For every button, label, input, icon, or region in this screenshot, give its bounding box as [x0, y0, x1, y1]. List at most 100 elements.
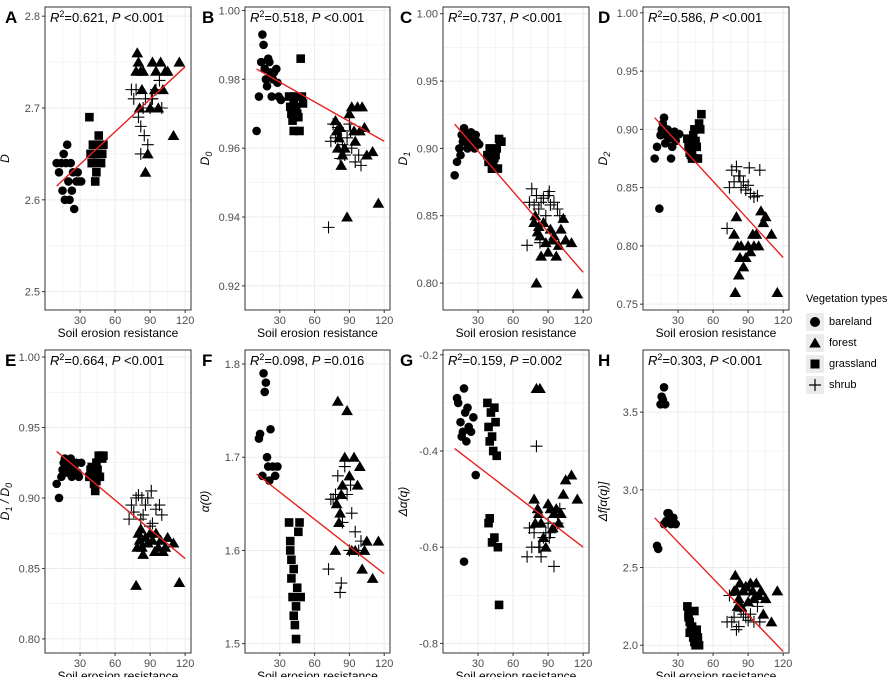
regression-line	[454, 448, 584, 548]
data-point-forest	[552, 517, 565, 528]
x-axis-label: Soil erosion resistance	[456, 326, 577, 340]
data-point-grassland	[97, 149, 107, 159]
data-point-shrub	[345, 142, 358, 155]
data-point-shrub	[523, 196, 536, 209]
data-point-forest	[534, 230, 546, 241]
data-point-forest	[161, 65, 174, 76]
data-point-forest	[335, 488, 348, 499]
data-point-bareland	[62, 140, 72, 150]
series-bareland	[252, 30, 286, 136]
data-point-forest	[150, 65, 162, 76]
data-point-forest	[730, 211, 743, 222]
data-point-shrub	[329, 131, 342, 144]
legend-item-forest: forest	[806, 332, 892, 353]
y-axis-label: D1	[396, 152, 412, 166]
data-point-bareland	[73, 167, 83, 177]
data-point-shrub	[742, 179, 755, 192]
data-point-bareland	[471, 470, 481, 480]
stat-annotation: R2=0.737, P <0.001	[448, 9, 562, 25]
data-point-grassland	[295, 518, 304, 527]
stat-annotation: R2=0.621, P <0.001	[50, 9, 164, 25]
panel-border	[44, 349, 192, 654]
data-point-grassland	[687, 622, 697, 631]
y-tick-label: 2.8	[25, 11, 40, 23]
panel-border	[442, 349, 590, 654]
data-point-grassland	[99, 451, 108, 460]
data-point-grassland	[294, 112, 303, 122]
regression-line	[56, 66, 186, 187]
data-point-grassland	[685, 628, 695, 638]
data-point-forest	[161, 531, 174, 542]
data-point-shrub	[732, 620, 745, 633]
x-tick-label: 30	[74, 658, 86, 670]
data-point-shrub	[146, 517, 159, 530]
y-tick-label: 0.95	[617, 66, 638, 78]
y-tick-label: 0.85	[617, 183, 638, 195]
data-point-forest	[173, 576, 186, 588]
x-tick-label: 60	[109, 658, 121, 670]
y-tick-label: 0.92	[219, 281, 240, 293]
data-point-shrub	[345, 507, 358, 520]
data-point-bareland	[262, 81, 272, 91]
data-point-bareland	[258, 30, 267, 39]
data-point-grassland	[295, 126, 304, 136]
y-axis-label: D	[0, 154, 12, 163]
data-point-forest	[131, 47, 144, 58]
series-shrub	[123, 484, 168, 533]
data-point-forest	[565, 469, 578, 480]
x-tick-label: 120	[574, 658, 592, 670]
series-bareland	[52, 140, 86, 214]
data-point-bareland	[76, 177, 86, 186]
data-point-grassland	[289, 95, 299, 105]
data-point-forest	[752, 240, 765, 251]
y-tick-label: 0.80	[19, 634, 40, 646]
data-point-forest	[737, 261, 750, 272]
data-point-shrub	[155, 102, 168, 114]
data-point-forest	[338, 451, 351, 462]
y-tick-label: 2.6	[25, 195, 40, 207]
data-point-forest	[329, 115, 342, 126]
data-point-grassland	[291, 602, 301, 611]
x-axis-label: Soil erosion resistance	[257, 326, 378, 340]
data-point-grassland	[296, 54, 305, 63]
y-tick-label: 0.85	[417, 211, 438, 223]
data-point-shrub	[341, 488, 354, 501]
x-tick-label: 60	[109, 315, 121, 327]
panel-label: H	[598, 351, 610, 370]
data-point-grassland	[695, 125, 705, 134]
data-point-shrub	[329, 488, 342, 501]
data-point-shrub	[743, 584, 756, 597]
x-tick-label: 90	[343, 658, 355, 670]
data-point-forest	[157, 84, 169, 95]
x-axis-label: Soil erosion resistance	[456, 669, 577, 677]
data-point-shrub	[134, 147, 147, 160]
data-point-forest	[771, 286, 784, 297]
data-point-forest	[141, 537, 154, 548]
data-point-forest	[137, 65, 149, 76]
y-tick-label: 1.00	[19, 352, 40, 364]
data-point-forest	[528, 493, 540, 504]
data-point-forest	[759, 211, 772, 222]
data-point-grassland	[291, 634, 301, 644]
data-point-bareland	[471, 130, 481, 140]
data-point-bareland	[65, 195, 74, 205]
chart-panel-d: 30 60 90 120 0.75 0.80 0.85 0.90 0.95 1.00 Soil er…	[596, 6, 792, 340]
data-point-grassland	[690, 154, 699, 163]
data-point-grassland	[285, 536, 295, 546]
data-point-shrub	[553, 502, 566, 515]
data-point-forest	[141, 148, 154, 159]
data-point-bareland	[659, 113, 669, 123]
data-point-shrub	[335, 577, 348, 590]
data-point-forest	[728, 228, 740, 239]
data-point-forest	[530, 277, 543, 288]
data-point-shrub	[341, 131, 354, 144]
data-point-grassland	[485, 437, 495, 446]
data-point-shrub	[123, 513, 136, 526]
data-point-forest	[150, 527, 162, 538]
series-bareland	[254, 369, 282, 485]
data-point-bareland	[259, 369, 268, 378]
data-point-bareland	[255, 429, 265, 439]
data-point-bareland	[456, 417, 465, 427]
data-point-grassland	[288, 116, 297, 125]
